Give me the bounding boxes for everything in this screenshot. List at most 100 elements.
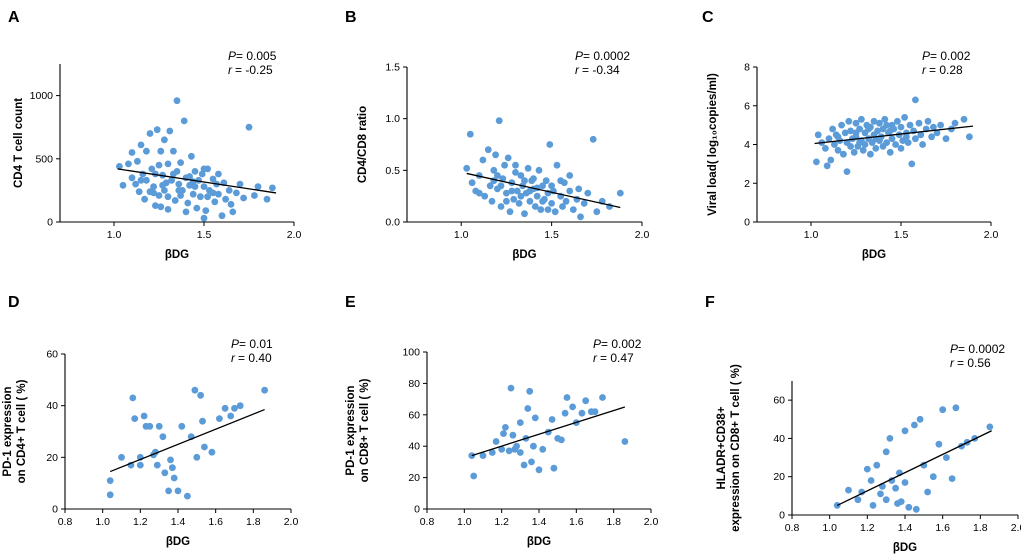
data-point — [173, 97, 181, 105]
data-point — [867, 150, 874, 158]
data-point — [116, 163, 123, 170]
data-point — [584, 189, 592, 197]
data-point — [155, 192, 163, 199]
data-point — [886, 435, 894, 442]
data-point — [254, 183, 262, 191]
data-point — [161, 187, 168, 194]
y-axis-title-line: PD-1 expression — [345, 385, 357, 475]
data-point — [159, 181, 167, 189]
data-point — [825, 135, 833, 143]
data-point — [166, 127, 174, 135]
data-point — [551, 208, 559, 216]
y-tick-label: 80 — [408, 378, 420, 390]
y-tick-label: 60 — [46, 349, 58, 361]
data-point — [492, 151, 499, 159]
data-point — [161, 469, 169, 477]
data-point — [557, 177, 565, 185]
data-point — [189, 178, 197, 186]
p-symbol: P — [231, 337, 239, 351]
data-point — [517, 192, 525, 200]
r-symbol: r — [228, 63, 233, 77]
p-value: = 0.0002 — [583, 49, 630, 63]
data-point — [952, 404, 960, 412]
panel-b: B 1.0 1.5 2.0 0.0 0.5 1.0 1.5 βDG CD4/CD8 ratio P=… — [345, 9, 649, 261]
data-point — [215, 190, 222, 198]
data-point — [530, 175, 537, 183]
x-tick-label: 1.2 — [494, 516, 509, 528]
data-point — [200, 183, 208, 191]
data-point — [141, 195, 149, 203]
y-tick-label: 1.0 — [385, 113, 400, 125]
data-point — [167, 456, 174, 464]
y-axis-title: Viral load( log₁₀copies/ml) — [707, 73, 719, 216]
data-point — [904, 139, 912, 147]
data-point — [852, 119, 860, 127]
data-point — [542, 177, 550, 185]
data-point — [164, 206, 172, 213]
data-point — [221, 404, 229, 412]
data-point — [134, 157, 141, 165]
data-point — [580, 200, 588, 207]
r-value: = 0.56 — [957, 356, 991, 370]
data-point — [152, 202, 159, 210]
y-tick-label: 100 — [402, 347, 420, 359]
data-point — [920, 461, 928, 469]
data-point — [164, 160, 172, 168]
data-point — [903, 133, 910, 141]
data-point — [544, 206, 552, 214]
data-point — [513, 442, 520, 450]
data-point — [466, 130, 474, 138]
regression-line — [466, 172, 621, 209]
data-point — [479, 156, 487, 164]
data-point — [227, 200, 235, 208]
data-point — [924, 488, 931, 496]
data-point — [526, 387, 534, 395]
data-point — [512, 169, 519, 176]
data-point — [161, 136, 168, 144]
data-point — [526, 197, 534, 205]
y-axis-title-line: CD4/CD8 ratio — [357, 106, 369, 183]
data-point — [526, 187, 534, 195]
data-point — [840, 150, 847, 158]
data-point — [845, 117, 853, 125]
data-point — [168, 176, 176, 184]
data-point — [188, 152, 195, 160]
data-point — [948, 475, 956, 482]
data-point — [470, 472, 478, 480]
data-point — [917, 131, 925, 139]
data-point — [537, 206, 545, 214]
r-symbol: r — [922, 63, 927, 77]
data-point — [155, 422, 163, 430]
y-tick-label: 20 — [408, 472, 420, 484]
regression-line — [109, 408, 265, 473]
y-tick-label: 0.0 — [385, 217, 400, 229]
data-point — [131, 415, 139, 422]
data-point — [539, 197, 546, 205]
y-tick-label: 2 — [744, 178, 750, 190]
data-point — [503, 197, 510, 205]
data-point — [124, 160, 132, 168]
data-point — [966, 133, 973, 141]
data-point — [933, 129, 941, 137]
data-point — [171, 197, 179, 204]
panel-c: C 1.0 1.5 2.0 0 2 4 6 8 βDG Viral load( log₁₀copie… — [702, 9, 998, 261]
data-point — [516, 419, 524, 426]
data-point — [524, 405, 532, 412]
y-axis-title: HLADR+CD38+ expression on CD8+ T cell ( %… — [716, 364, 742, 532]
data-point — [912, 96, 919, 104]
data-point — [928, 133, 935, 141]
data-point — [191, 386, 199, 394]
r-value: = 0.40 — [238, 351, 272, 365]
r-value-annotation: r = 0.47 — [593, 351, 634, 365]
data-point — [531, 203, 539, 210]
x-axis-title: βDG — [165, 249, 189, 261]
r-symbol: r — [231, 351, 236, 365]
r-value: = 0.28 — [929, 63, 963, 77]
data-point — [497, 203, 505, 210]
data-point — [502, 424, 509, 431]
data-point — [201, 443, 208, 451]
data-point — [578, 409, 586, 417]
data-point — [850, 148, 858, 156]
data-point — [189, 190, 197, 198]
